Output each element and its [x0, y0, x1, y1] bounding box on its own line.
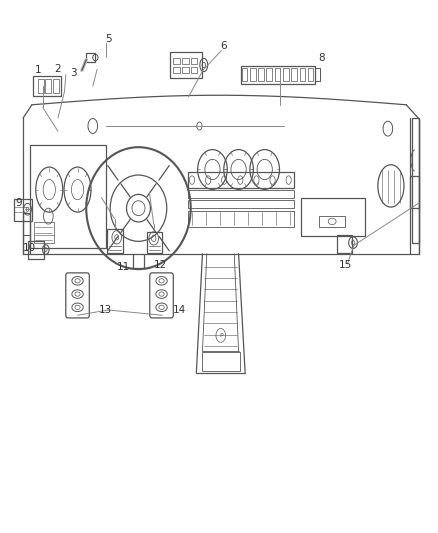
Bar	[182, 58, 188, 64]
Bar	[266, 68, 272, 81]
Bar	[173, 58, 180, 64]
Bar	[187, 200, 294, 208]
Bar	[319, 216, 345, 227]
Text: 6: 6	[220, 42, 226, 52]
Bar	[241, 66, 315, 84]
Text: 1: 1	[35, 66, 42, 75]
Bar	[191, 67, 197, 73]
Bar	[182, 67, 188, 73]
Bar	[14, 199, 32, 221]
Bar	[242, 68, 247, 81]
Text: 10: 10	[23, 243, 36, 253]
Text: 5: 5	[105, 34, 111, 44]
Bar	[201, 352, 240, 371]
Text: 8: 8	[318, 53, 325, 63]
Bar	[53, 79, 59, 93]
Bar	[275, 68, 280, 81]
Bar	[30, 144, 106, 248]
Bar	[147, 232, 162, 253]
Bar	[301, 198, 365, 236]
Text: 9: 9	[15, 198, 22, 208]
Bar	[412, 118, 419, 243]
Bar	[410, 176, 419, 208]
Bar	[283, 68, 289, 81]
Text: P: P	[219, 333, 223, 338]
Bar	[187, 190, 294, 198]
Bar	[291, 68, 297, 81]
Bar	[258, 68, 264, 81]
Text: 11: 11	[117, 262, 130, 271]
Bar	[315, 68, 320, 81]
Bar	[187, 172, 294, 188]
Bar	[28, 240, 44, 259]
Text: 3: 3	[70, 68, 77, 78]
Text: 13: 13	[99, 305, 113, 315]
Bar	[34, 222, 53, 243]
Bar	[107, 229, 123, 253]
Text: 2: 2	[55, 64, 61, 74]
Bar	[300, 68, 305, 81]
Bar	[170, 52, 202, 78]
Bar	[173, 67, 180, 73]
Text: 12: 12	[154, 260, 167, 270]
Bar	[23, 214, 30, 235]
Bar	[191, 58, 197, 64]
Bar	[187, 211, 294, 227]
Bar	[46, 79, 51, 93]
Bar	[308, 68, 314, 81]
Text: 15: 15	[339, 261, 352, 270]
Text: 14: 14	[173, 305, 187, 315]
Bar	[336, 235, 352, 253]
Bar	[33, 76, 61, 96]
Bar	[86, 53, 95, 62]
Bar	[38, 79, 44, 93]
Bar	[250, 68, 255, 81]
